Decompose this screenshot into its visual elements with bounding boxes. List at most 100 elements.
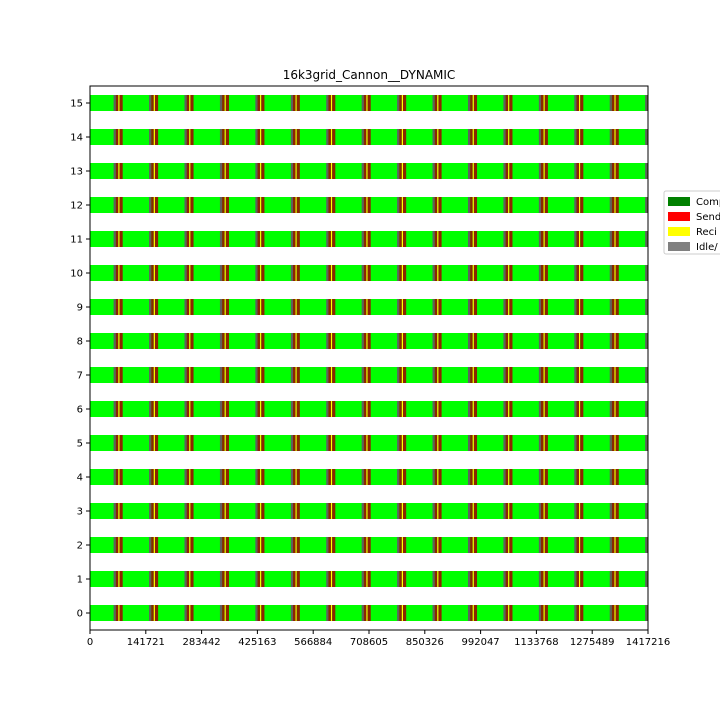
send-segment <box>257 605 261 621</box>
send-segment <box>367 537 371 553</box>
idle-segment <box>574 129 577 145</box>
receive-segment <box>437 265 439 281</box>
send-segment <box>190 435 194 451</box>
receive-segment <box>153 401 155 417</box>
send-segment <box>615 503 619 519</box>
send-segment <box>190 537 194 553</box>
send-segment <box>505 469 509 485</box>
send-segment <box>438 129 442 145</box>
send-segment <box>225 299 229 315</box>
send-segment <box>190 197 194 213</box>
receive-segment <box>508 299 510 315</box>
idle-segment <box>184 367 187 383</box>
send-segment <box>292 163 296 179</box>
receive-segment <box>543 163 545 179</box>
idle-segment <box>397 605 400 621</box>
send-segment <box>470 469 473 485</box>
send-segment <box>541 95 544 111</box>
send-segment <box>292 333 296 349</box>
idle-segment <box>255 435 258 451</box>
send-segment <box>438 401 442 417</box>
receive-segment <box>508 163 510 179</box>
send-segment <box>190 231 194 247</box>
receive-segment <box>224 129 226 145</box>
receive-segment <box>260 469 262 485</box>
send-segment <box>473 469 478 485</box>
idle-segment <box>184 163 187 179</box>
send-segment <box>363 265 367 281</box>
idle-segment <box>290 299 293 315</box>
receive-segment <box>330 401 333 417</box>
receive-segment <box>118 469 120 485</box>
idle-segment <box>149 265 152 281</box>
idle-segment <box>113 163 116 179</box>
receive-segment <box>366 469 368 485</box>
send-segment <box>261 537 265 553</box>
idle-segment <box>290 333 293 349</box>
send-segment <box>611 231 615 247</box>
idle-segment <box>467 605 471 621</box>
receive-segment <box>472 95 474 111</box>
receive-segment <box>614 95 616 111</box>
send-segment <box>544 367 548 383</box>
receive-segment <box>295 95 297 111</box>
send-segment <box>403 197 407 213</box>
send-segment <box>119 231 123 247</box>
legend-label: Reci <box>696 227 717 238</box>
send-segment <box>257 435 261 451</box>
send-segment <box>576 469 580 485</box>
send-segment <box>292 95 296 111</box>
send-segment <box>470 401 473 417</box>
idle-segment <box>113 435 116 451</box>
receive-segment <box>614 197 616 213</box>
idle-segment <box>538 265 542 281</box>
send-segment <box>115 265 119 281</box>
send-segment <box>576 129 580 145</box>
idle-segment <box>609 333 612 349</box>
send-segment <box>261 129 265 145</box>
send-segment <box>470 503 473 519</box>
send-segment <box>541 571 544 587</box>
send-segment <box>261 299 265 315</box>
receive-segment <box>189 129 191 145</box>
send-segment <box>225 163 229 179</box>
send-segment <box>615 605 619 621</box>
receive-segment <box>295 503 297 519</box>
send-segment <box>328 333 331 349</box>
receive-segment <box>260 435 262 451</box>
receive-segment <box>118 129 120 145</box>
idle-segment <box>397 163 400 179</box>
send-segment <box>438 299 442 315</box>
send-segment <box>611 571 615 587</box>
send-segment <box>328 401 331 417</box>
send-segment <box>119 367 123 383</box>
idle-segment <box>255 333 258 349</box>
idle-segment <box>361 265 364 281</box>
idle-segment <box>326 401 329 417</box>
send-segment <box>580 299 584 315</box>
receive-segment <box>472 401 474 417</box>
send-segment <box>403 129 407 145</box>
send-segment <box>257 265 261 281</box>
idle-segment <box>290 197 293 213</box>
send-segment <box>261 333 265 349</box>
receive-segment <box>295 299 297 315</box>
send-segment <box>580 469 584 485</box>
send-segment <box>580 197 584 213</box>
send-segment <box>399 95 402 111</box>
idle-segment <box>255 537 258 553</box>
send-segment <box>541 299 544 315</box>
idle-segment <box>397 265 400 281</box>
idle-segment <box>467 231 471 247</box>
receive-segment <box>579 605 581 621</box>
send-segment <box>438 163 442 179</box>
idle-segment <box>113 401 116 417</box>
receive-segment <box>295 469 297 485</box>
y-tick-label: 15 <box>70 99 83 110</box>
send-segment <box>225 129 229 145</box>
send-segment <box>615 469 619 485</box>
send-segment <box>328 95 331 111</box>
receive-segment <box>508 435 510 451</box>
idle-segment <box>113 537 116 553</box>
y-tick-label: 5 <box>77 439 83 450</box>
